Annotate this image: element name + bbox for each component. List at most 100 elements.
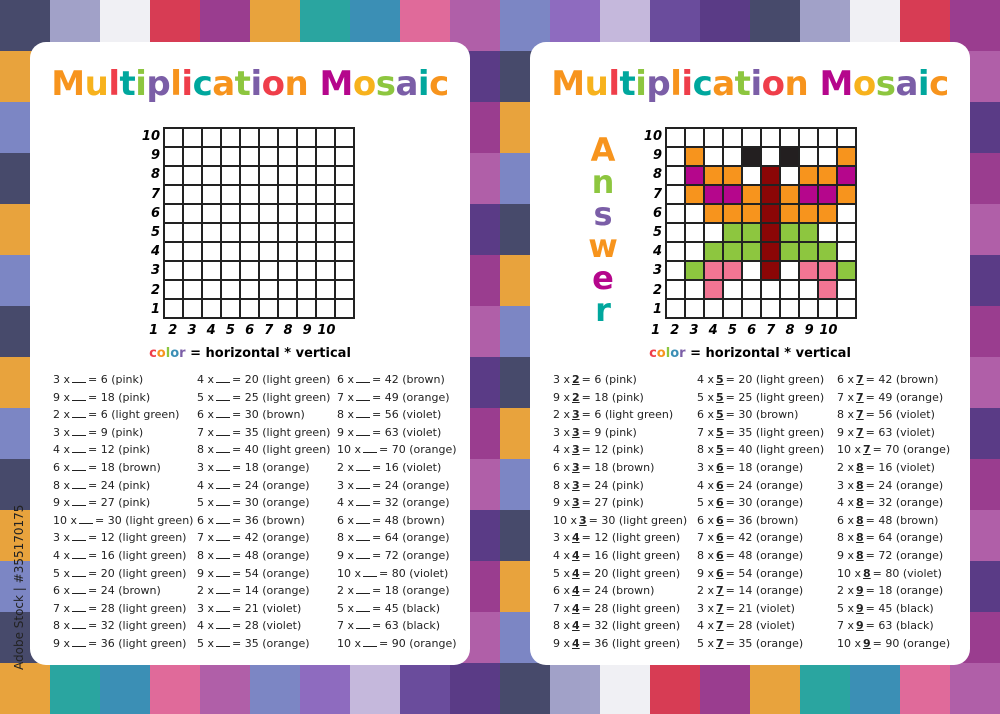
grid-cell[interactable] [316,242,335,261]
answer-blank[interactable] [216,568,231,577]
grid-cell[interactable] [259,166,278,185]
grid-cell[interactable] [335,128,354,147]
grid-cell[interactable] [278,166,297,185]
grid-cell[interactable] [259,128,278,147]
grid-cell[interactable] [259,280,278,299]
answer-blank[interactable] [72,638,87,647]
grid-cell[interactable] [164,242,183,261]
grid-cell[interactable] [202,223,221,242]
answer-blank[interactable] [356,532,371,542]
answer-blank[interactable] [72,392,87,401]
grid-cell[interactable] [183,242,202,261]
answer-blank[interactable] [216,497,231,507]
answer-blank[interactable] [72,427,87,436]
grid-cell[interactable] [240,147,259,166]
grid-cell[interactable] [297,185,316,204]
grid-cell[interactable] [164,147,183,166]
grid-cell[interactable] [183,223,202,242]
grid-cell[interactable] [335,223,354,242]
grid-cell[interactable] [202,204,221,223]
grid-cell[interactable] [316,147,335,166]
grid-cell[interactable] [316,299,335,318]
grid-cell[interactable] [259,204,278,223]
answer-blank[interactable] [356,427,371,436]
grid-cell[interactable] [297,261,316,280]
grid-cell[interactable] [183,299,202,318]
grid-cell[interactable] [316,128,335,147]
grid-cell[interactable] [240,261,259,280]
answer-blank[interactable] [216,392,231,401]
grid-cell[interactable] [278,223,297,242]
grid-cell[interactable] [335,261,354,280]
grid-cell[interactable] [221,223,240,242]
answer-blank[interactable] [72,568,87,577]
answer-blank[interactable] [72,480,87,489]
grid-cell[interactable] [297,204,316,223]
grid-cell[interactable] [240,204,259,223]
grid-cell[interactable] [335,242,354,261]
answer-blank[interactable] [216,638,231,647]
answer-blank[interactable] [356,462,371,471]
answer-blank[interactable] [363,444,378,454]
grid-cell[interactable] [164,223,183,242]
grid-cell[interactable] [316,280,335,299]
grid-cell[interactable] [221,299,240,318]
grid-cell[interactable] [240,223,259,242]
answer-blank[interactable] [356,409,371,419]
answer-blank[interactable] [356,515,371,524]
grid-cell[interactable] [297,242,316,261]
grid-cell[interactable] [164,299,183,318]
answer-blank[interactable] [72,550,87,559]
grid-cell[interactable] [297,223,316,242]
grid-cell[interactable] [221,128,240,147]
grid-cell[interactable] [297,280,316,299]
grid-cell[interactable] [164,128,183,147]
answer-blank[interactable] [216,532,231,542]
answer-blank[interactable] [72,444,87,454]
grid-cell[interactable] [164,204,183,223]
grid-cell[interactable] [202,166,221,185]
grid-cell[interactable] [335,204,354,223]
answer-blank[interactable] [216,480,231,489]
grid-cell[interactable] [278,204,297,223]
grid-cell[interactable] [240,242,259,261]
answer-blank[interactable] [72,497,87,507]
grid-cell[interactable] [202,280,221,299]
answer-blank[interactable] [216,409,231,419]
answer-blank[interactable] [363,568,378,577]
answer-blank[interactable] [356,550,371,559]
grid-cell[interactable] [240,280,259,299]
grid-cell[interactable] [316,166,335,185]
grid-cell[interactable] [202,147,221,166]
grid-cell[interactable] [278,261,297,280]
grid-cell[interactable] [183,185,202,204]
answer-blank[interactable] [216,427,231,436]
grid-cell[interactable] [202,185,221,204]
grid-cell[interactable] [278,147,297,166]
grid-cell[interactable] [316,204,335,223]
grid-cell[interactable] [335,147,354,166]
grid-cell[interactable] [259,299,278,318]
answer-blank[interactable] [72,532,87,542]
grid-cell[interactable] [183,261,202,280]
grid-cell[interactable] [164,280,183,299]
grid-cell[interactable] [183,166,202,185]
answer-blank[interactable] [356,480,371,489]
answer-blank[interactable] [216,620,231,630]
grid-cell[interactable] [259,147,278,166]
grid-cell[interactable] [221,185,240,204]
grid-cell[interactable] [316,185,335,204]
answer-blank[interactable] [363,638,378,647]
grid-cell[interactable] [278,242,297,261]
answer-blank[interactable] [216,603,231,612]
grid-cell[interactable] [202,261,221,280]
grid-cell[interactable] [316,223,335,242]
answer-blank[interactable] [216,585,231,595]
answer-blank[interactable] [216,444,231,454]
answer-blank[interactable] [216,462,231,471]
grid-cell[interactable] [297,166,316,185]
grid-cell[interactable] [202,299,221,318]
answer-blank[interactable] [356,374,371,383]
grid-cell[interactable] [183,128,202,147]
answer-blank[interactable] [216,515,231,524]
